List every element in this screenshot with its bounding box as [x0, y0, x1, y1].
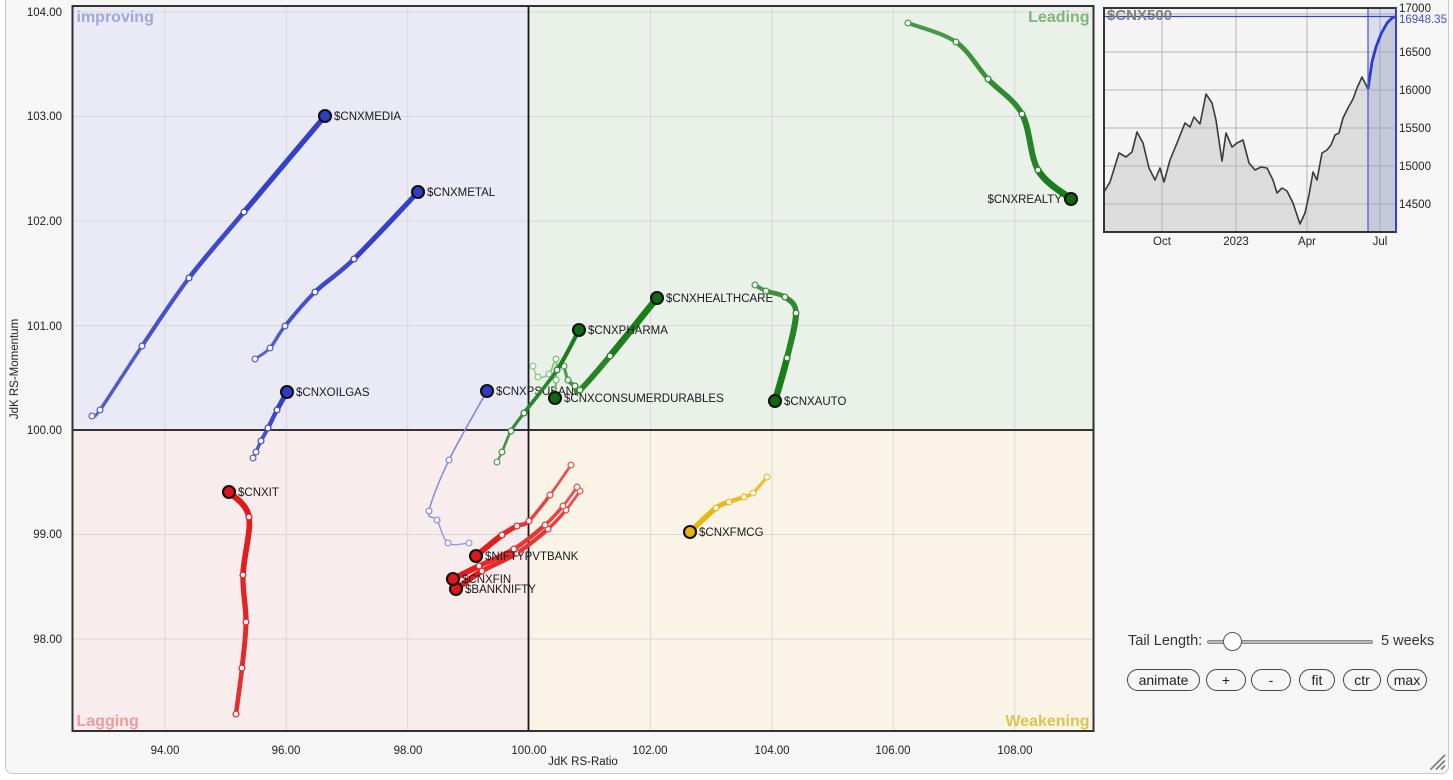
svg-text:Oct: Oct — [1153, 236, 1172, 248]
svg-text:Lagging: Lagging — [77, 713, 139, 730]
svg-text:15500: 15500 — [1399, 123, 1431, 135]
svg-text:$CNXAUTO: $CNXAUTO — [784, 396, 846, 408]
svg-text:16500: 16500 — [1399, 47, 1431, 59]
svg-text:Weakening: Weakening — [1005, 713, 1089, 730]
svg-text:15000: 15000 — [1399, 161, 1431, 173]
svg-text:JdK RS-Ratio: JdK RS-Ratio — [548, 756, 618, 768]
svg-text:14500: 14500 — [1399, 199, 1431, 211]
svg-text:$CNXOILGAS: $CNXOILGAS — [296, 387, 370, 399]
svg-text:$CNXCONSUMERDURABLES: $CNXCONSUMERDURABLES — [564, 393, 724, 405]
svg-text:$BANKNIFTY: $BANKNIFTY — [465, 584, 536, 596]
svg-text:104.00: 104.00 — [27, 7, 62, 19]
svg-text:Apr: Apr — [1298, 236, 1316, 248]
svg-text:103.00: 103.00 — [27, 111, 62, 123]
svg-text:$CNXFMCG: $CNXFMCG — [699, 527, 764, 539]
svg-text:2023: 2023 — [1223, 236, 1249, 248]
svg-text:$CNXPHARMA: $CNXPHARMA — [588, 325, 668, 337]
svg-text:104.00: 104.00 — [754, 745, 789, 757]
svg-text:99.00: 99.00 — [33, 529, 62, 541]
svg-text:$CNXFIN: $CNXFIN — [462, 574, 511, 586]
svg-text:98.00: 98.00 — [394, 745, 423, 757]
svg-text:17000: 17000 — [1399, 3, 1431, 15]
svg-text:102.00: 102.00 — [27, 216, 62, 228]
svg-text:100.00: 100.00 — [511, 745, 546, 757]
svg-text:16948.35: 16948.35 — [1399, 14, 1447, 26]
svg-text:Leading: Leading — [1028, 9, 1089, 26]
svg-text:Jul: Jul — [1373, 236, 1388, 248]
svg-text:102.00: 102.00 — [632, 745, 667, 757]
svg-text:$CNXMETAL: $CNXMETAL — [427, 187, 496, 199]
svg-text:$CNXIT: $CNXIT — [238, 487, 279, 499]
svg-text:98.00: 98.00 — [33, 634, 62, 646]
svg-text:96.00: 96.00 — [272, 745, 301, 757]
svg-text:100.00: 100.00 — [27, 425, 62, 437]
svg-text:improving: improving — [77, 9, 154, 26]
svg-text:108.00: 108.00 — [997, 745, 1032, 757]
svg-text:101.00: 101.00 — [27, 321, 62, 333]
svg-text:$CNXHEALTHCARE: $CNXHEALTHCARE — [666, 293, 773, 305]
svg-text:$CNXREALTY: $CNXREALTY — [987, 194, 1062, 206]
svg-text:94.00: 94.00 — [151, 745, 180, 757]
svg-text:$CNXMEDIA: $CNXMEDIA — [334, 111, 401, 123]
svg-text:$NIFTYPVTBANK: $NIFTYPVTBANK — [485, 551, 579, 563]
svg-text:JdK RS-Momentum: JdK RS-Momentum — [9, 319, 21, 419]
svg-text:106.00: 106.00 — [875, 745, 910, 757]
svg-text:16000: 16000 — [1399, 85, 1431, 97]
svg-text:$CNX500: $CNX500 — [1107, 7, 1172, 24]
